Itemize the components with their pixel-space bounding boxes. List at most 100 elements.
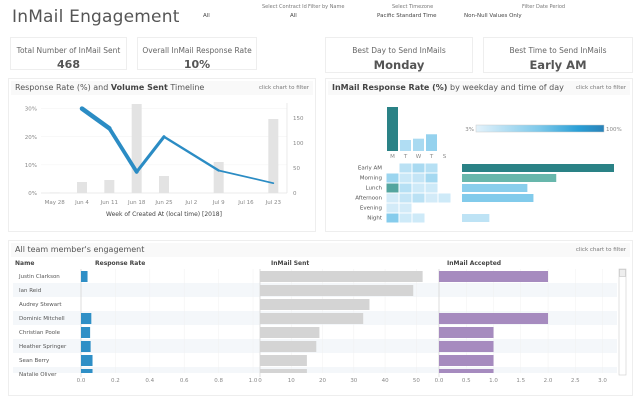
timeline-title: Response Rate (%) and Volume Sent Timeli… xyxy=(15,83,205,92)
y-left-tick: 30% xyxy=(25,107,37,113)
weekday-label: T xyxy=(429,154,434,160)
time-of-day-label: Afternoon xyxy=(355,196,382,202)
timeline-panel[interactable]: Response Rate (%) and Volume Sent Timeli… xyxy=(8,78,316,232)
time-of-day-total-bar xyxy=(462,194,534,202)
x-tick: May 28 xyxy=(45,200,66,206)
scrollbar-thumb[interactable] xyxy=(619,269,626,277)
heatmap-cell xyxy=(399,203,412,213)
y-right-tick: 0 xyxy=(293,191,297,197)
engagement-bar xyxy=(260,285,414,296)
weekday-label: S xyxy=(443,154,447,160)
heatmap-chart[interactable]: M T W T S Early AM Morning Lunch Afternoon Evenin… xyxy=(326,97,632,231)
filter-date-label: Filter Date Period xyxy=(522,4,566,10)
column-header: InMail Sent xyxy=(271,260,309,267)
volume-bar xyxy=(49,192,60,194)
kpi-label: Total Number of InMail Sent xyxy=(16,46,121,55)
time-of-day-total-bar xyxy=(462,174,557,182)
y-left-tick: 10% xyxy=(25,163,37,169)
kpi-total-sent: Total Number of InMail Sent 468 xyxy=(10,37,127,71)
x-tick: Jun 25 xyxy=(154,200,173,206)
member-name: Sean Berry xyxy=(19,358,50,364)
filter-timezone-value[interactable]: Pacific Standard Time xyxy=(377,13,437,19)
engagement-bar xyxy=(260,327,320,338)
engagement-bar xyxy=(81,355,93,366)
heatmap-cell xyxy=(386,193,399,203)
x-tick: 1.5 xyxy=(516,378,525,384)
y-right-tick: 100 xyxy=(293,141,304,147)
timeline-chart[interactable]: 0% 10% 20% 30% 0 50 100 150 May 28 Jun 4 Jun 11 Jun… xyxy=(9,97,315,231)
y-right-tick: 150 xyxy=(293,116,304,122)
time-of-day-total-bar xyxy=(462,184,528,192)
engagement-bar xyxy=(260,369,307,373)
heatmap-cell xyxy=(412,193,425,203)
time-of-day-total-bar xyxy=(462,214,490,222)
table-row-stripe xyxy=(13,367,617,373)
kpi-best-day: Best Day to Send InMails Monday xyxy=(325,37,473,73)
x-tick: Jul 23 xyxy=(265,200,282,206)
team-chart[interactable]: Justin Clarkson Ian Reid Audrey Stewart Dom… xyxy=(9,257,632,395)
x-tick: 20 xyxy=(319,378,326,384)
x-tick: 0.0 xyxy=(77,378,86,384)
click-to-filter-hint: click chart to filter xyxy=(575,85,626,91)
heatmap-cell xyxy=(425,163,438,173)
kpi-label: Best Time to Send InMails xyxy=(509,46,607,55)
kpi-value: 468 xyxy=(57,58,80,71)
response-rate-line-segment xyxy=(162,135,220,172)
heatmap-cell xyxy=(412,173,425,183)
time-of-day-label: Early AM xyxy=(358,166,382,172)
engagement-bar xyxy=(439,271,549,282)
x-tick: 3.0 xyxy=(598,378,607,384)
filter-date-value[interactable]: Non-Null Values Only xyxy=(464,13,522,19)
kpi-label: Best Day to Send InMails xyxy=(352,46,446,55)
weekday-label: W xyxy=(416,154,422,160)
x-tick: 1.0 xyxy=(249,378,258,384)
heatmap-cell xyxy=(386,203,399,213)
panel-header: All team member's engagement click chart… xyxy=(11,243,630,257)
x-tick: 1.0 xyxy=(489,378,498,384)
weekday-label: T xyxy=(403,154,408,160)
x-tick: 50 xyxy=(413,378,420,384)
kpi-response-rate: Overall InMail Response Rate 10% xyxy=(137,37,257,71)
panel-header: Response Rate (%) and Volume Sent Timeli… xyxy=(11,81,313,95)
filter-name-label: Filter by Name xyxy=(308,4,345,10)
engagement-bar xyxy=(81,327,91,338)
y-left-tick: 0% xyxy=(28,191,37,197)
heatmap-cell xyxy=(399,193,412,203)
engagement-bar xyxy=(439,341,494,352)
panel-header: InMail Response Rate (%) by weekday and … xyxy=(328,81,630,95)
engagement-bar xyxy=(439,327,494,338)
x-tick: 0 xyxy=(258,378,262,384)
time-of-day-label: Night xyxy=(367,216,383,222)
dashboard-title: InMail Engagement xyxy=(12,7,180,27)
x-tick: Jul 9 xyxy=(212,200,225,206)
color-legend-bar xyxy=(475,124,605,133)
member-name: Justin Clarkson xyxy=(18,274,60,280)
heatmap-cell xyxy=(399,213,412,223)
weekday-total-bar xyxy=(387,107,398,151)
time-of-day-label: Lunch xyxy=(366,186,383,192)
filter-contract-value[interactable]: All xyxy=(203,13,210,19)
click-to-filter-hint: click chart to filter xyxy=(258,85,309,91)
kpi-value: 10% xyxy=(183,58,211,71)
scrollbar[interactable] xyxy=(618,268,627,376)
engagement-bar xyxy=(439,369,494,373)
team-panel[interactable]: All team member's engagement click chart… xyxy=(8,240,633,396)
x-tick: Jul 16 xyxy=(237,200,254,206)
time-of-day-label: Morning xyxy=(360,176,382,182)
x-tick: 0.8 xyxy=(214,378,223,384)
heatmap-panel[interactable]: InMail Response Rate (%) by weekday and … xyxy=(325,78,633,232)
weekday-total-bar xyxy=(400,140,411,151)
volume-bar xyxy=(104,180,115,193)
kpi-best-time: Best Time to Send InMails Early AM xyxy=(483,37,633,73)
x-tick: Jun 18 xyxy=(127,200,146,206)
engagement-bar xyxy=(260,341,317,352)
volume-bar xyxy=(131,104,142,193)
response-rate-line-segment xyxy=(79,106,112,131)
x-tick: 0.5 xyxy=(462,378,471,384)
heatmap-cell xyxy=(412,183,425,193)
x-tick: 0.2 xyxy=(111,378,120,384)
filter-name-value[interactable]: All xyxy=(290,13,297,19)
x-tick: 0.4 xyxy=(145,378,154,384)
x-tick: Jun 11 xyxy=(100,200,118,206)
x-tick: 30 xyxy=(350,378,357,384)
